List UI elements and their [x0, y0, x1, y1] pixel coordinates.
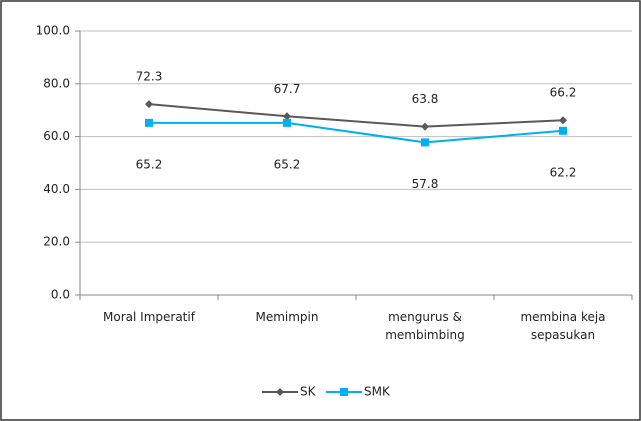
y-tick-label: 40.0 — [43, 182, 70, 196]
data-label: 65.2 — [136, 157, 163, 171]
x-tick-label: Memimpin — [255, 310, 319, 324]
series-line — [148, 103, 564, 128]
x-tick-label: Moral Imperatif — [103, 310, 195, 324]
y-tick-label: 20.0 — [43, 235, 70, 249]
data-label: 63.8 — [412, 92, 439, 106]
data-label: 67.7 — [274, 82, 301, 96]
data-label: 66.2 — [550, 86, 577, 100]
legend-label: SK — [300, 385, 317, 399]
x-tick-label: membina keja sepasukan — [520, 310, 606, 342]
y-tick-label: 60.0 — [43, 129, 70, 143]
marker — [283, 118, 291, 127]
data-label: 57.8 — [412, 177, 439, 191]
series-line — [149, 121, 564, 144]
marker — [421, 122, 429, 131]
marker — [276, 388, 284, 396]
y-tick-label: 0.0 — [51, 288, 70, 302]
marker — [340, 388, 348, 396]
data-label: 62.2 — [550, 165, 577, 179]
y-tick-label: 100.0 — [36, 24, 70, 38]
marker — [559, 116, 567, 125]
marker — [145, 118, 153, 127]
marker — [559, 126, 567, 135]
y-tick-label: 80.0 — [43, 76, 70, 90]
marker — [283, 112, 291, 121]
legend-label: SMK — [364, 385, 391, 399]
x-tick-label: mengurus & membimbing — [385, 310, 465, 342]
marker — [145, 100, 153, 109]
data-label: 65.2 — [274, 157, 301, 171]
data-label: 72.3 — [136, 70, 163, 84]
marker — [421, 138, 429, 147]
